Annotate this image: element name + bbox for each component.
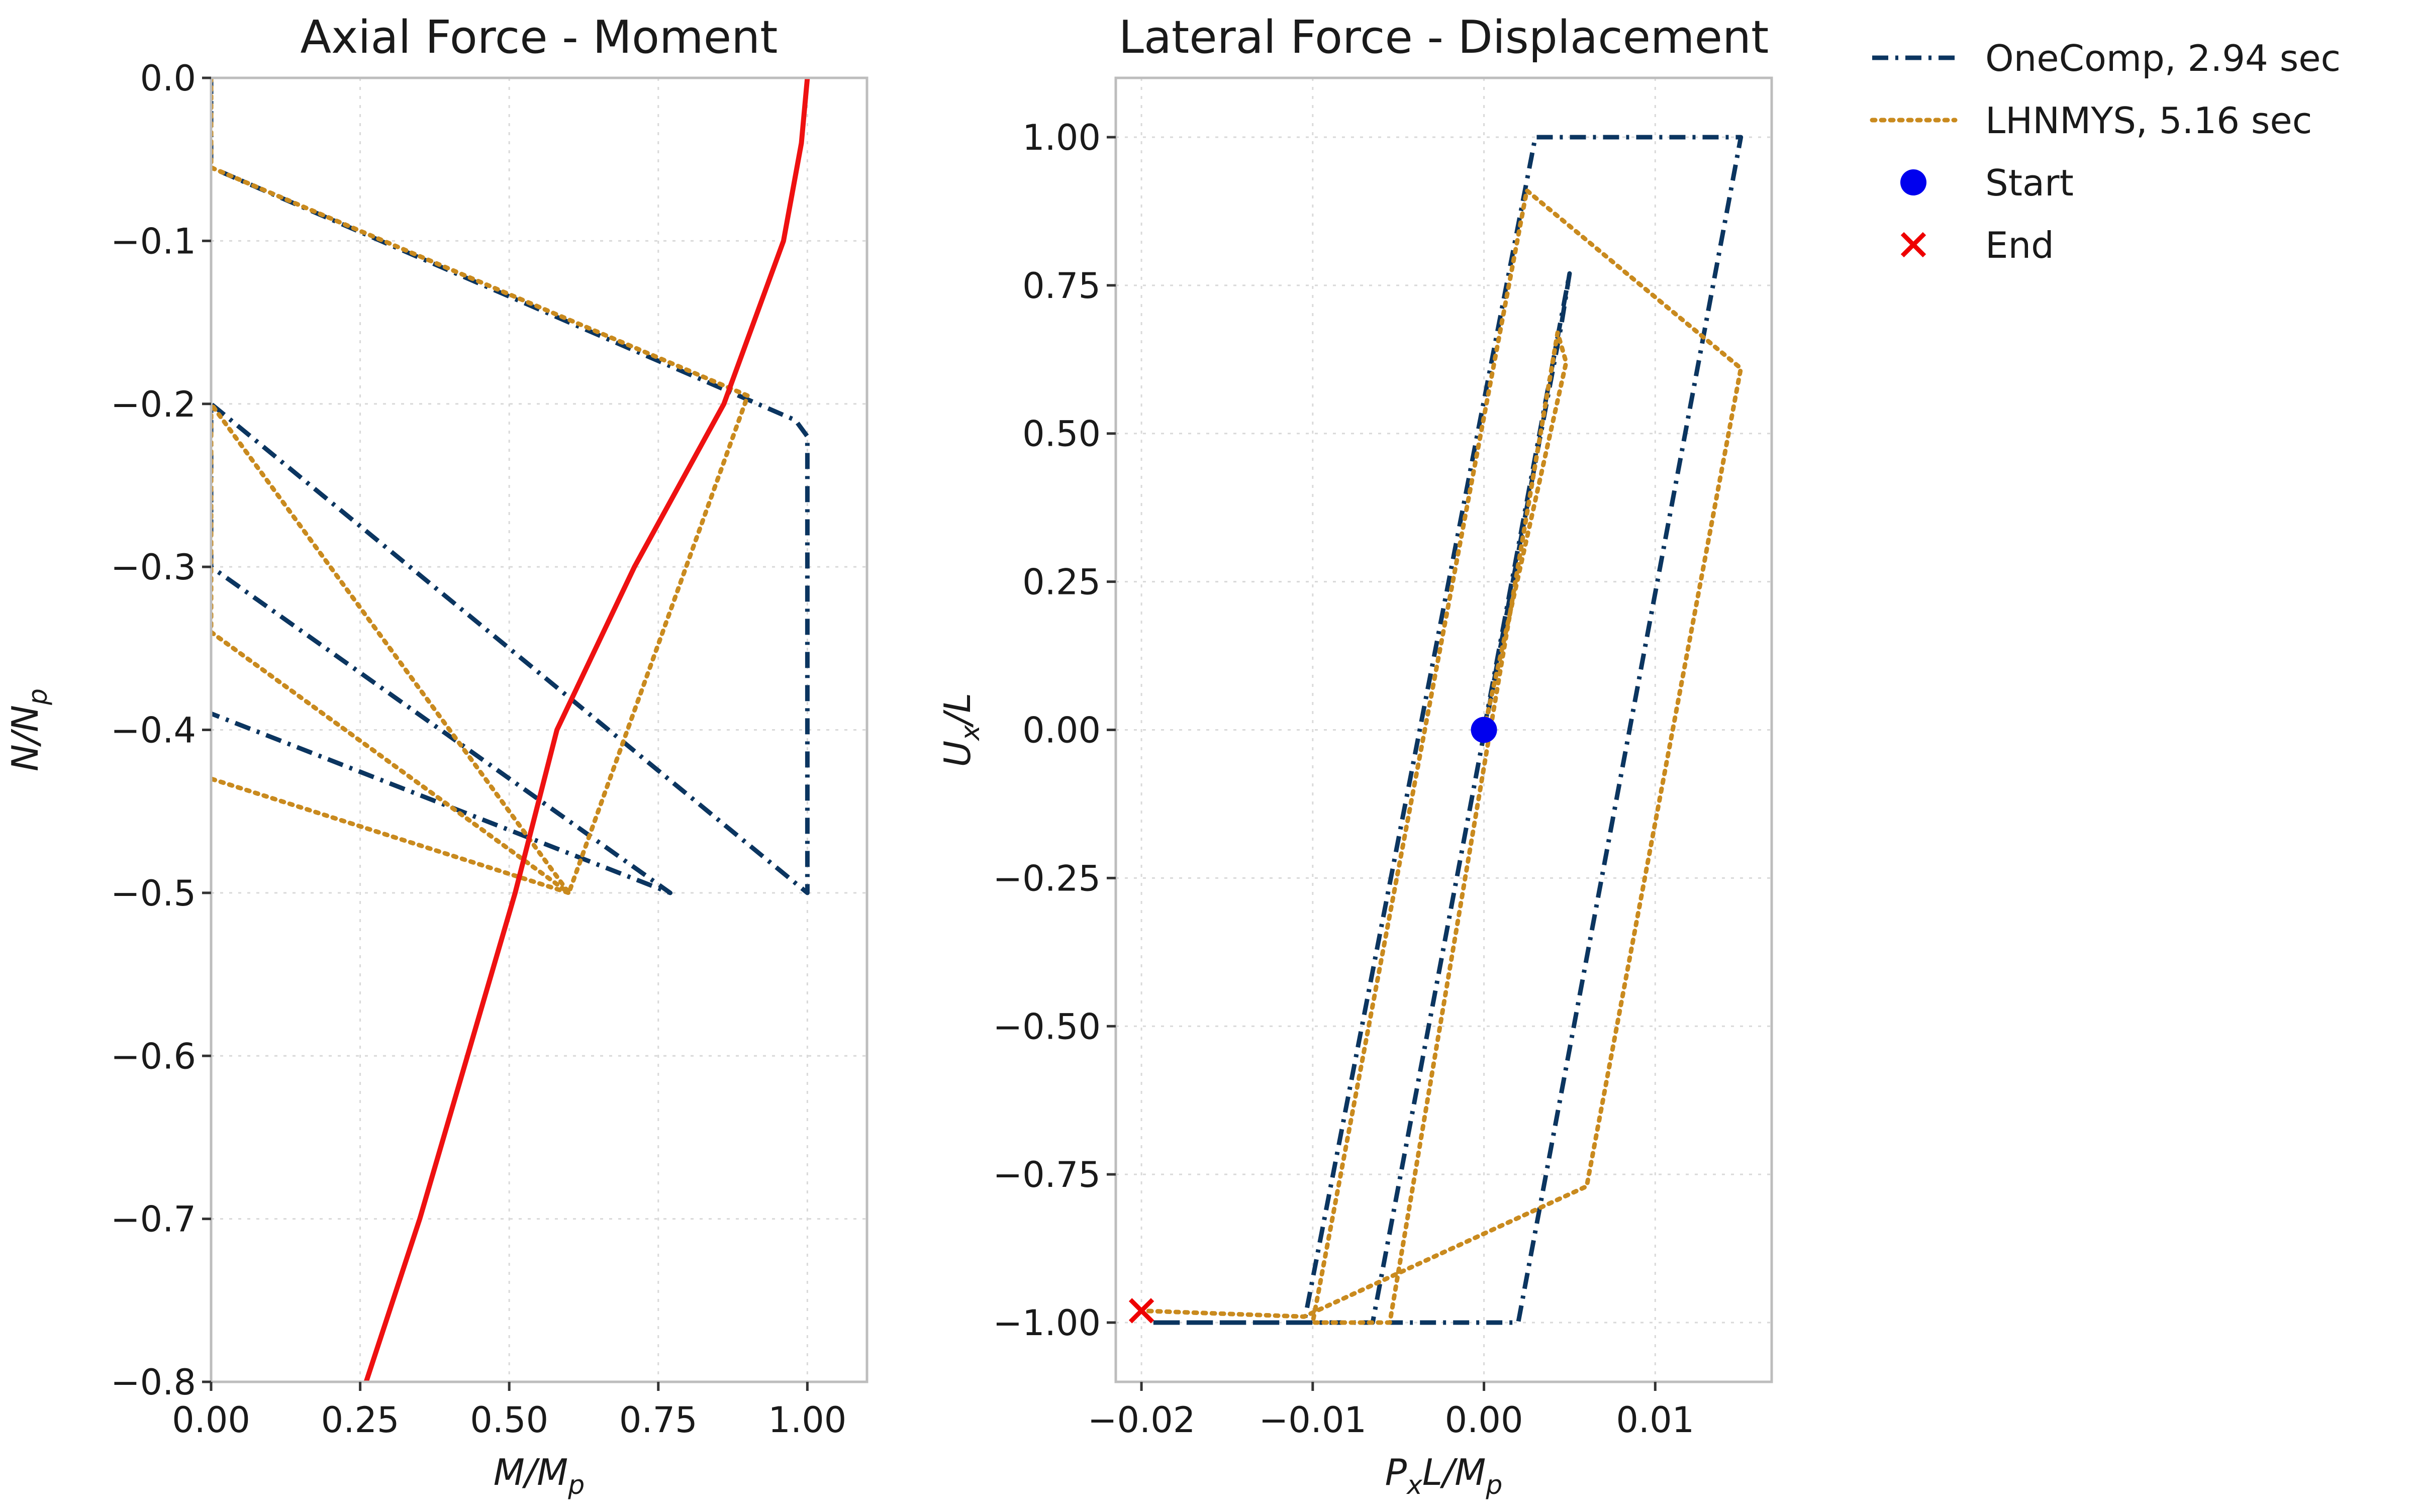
x-axis-label-p: P [1385,1451,1407,1493]
x-tick-label: 0.00 [172,1399,250,1441]
y-axis-label-rest: /L [936,693,979,728]
series-line-onecomp [1147,135,1744,1325]
x-axis-label-sub-p: p [1485,1470,1502,1500]
tick-group: −0.02 −0.01 0.00 0.01 1.00 0.75 0.50 0.25 0.00 −0… [993,117,1694,1441]
legend-item-lhnmys: LHNMYS, 5.16 sec [1870,99,2312,142]
y-tick-label: 0.25 [1022,562,1101,603]
legend-label: End [1985,224,2054,266]
y-tick-label: −0.25 [993,858,1101,899]
y-tick-label: −0.8 [111,1362,196,1403]
legend-label: Start [1985,162,2074,204]
x-axis-label-sub-x: x [1406,1470,1423,1500]
x-tick-label: 0.50 [470,1399,548,1441]
x-tick-label: 0.25 [321,1399,400,1441]
y-axis-label-sub: p [23,688,53,705]
y-tick-label: −0.3 [111,547,196,588]
axial-force-moment-chart: Axial Force - Moment 0.00 0.25 0.50 0.75 1.0… [4,11,868,1500]
grid-lines [210,77,867,1383]
y-tick-label: 0.75 [1022,265,1101,307]
y-tick-label: −0.1 [111,221,196,262]
x-tick-label: 1.00 [768,1399,846,1441]
y-tick-label: 0.0 [140,58,196,99]
x-axis-label: PxL/Mp [1385,1451,1503,1500]
legend-swatch [1900,169,1926,195]
x-tick-label: −0.01 [1259,1399,1367,1441]
tick-group: 0.00 0.25 0.50 0.75 1.00 0.0 −0.1 −0.2 −0.3 −0.4 −… [111,58,846,1441]
series-line-lhnmys [211,78,750,895]
y-tick-label: −0.5 [111,873,196,914]
x-axis-label-mid: L/M [1422,1451,1486,1493]
y-tick-label: −0.50 [993,1006,1101,1047]
x-tick-label: 0.01 [1616,1399,1694,1441]
x-axis-label-main: M/M [494,1451,568,1493]
y-axis-label-sub-x: x [955,725,986,742]
legend-item-end: End [1900,224,2054,266]
legend: OneComp, 2.94 sec LHNMYS, 5.16 sec Start En… [1870,37,2341,266]
x-tick-label: 0.00 [1445,1399,1523,1441]
x-tick-label: −0.02 [1088,1399,1196,1441]
chart-title-lateral-force-displacement: Lateral Force - Displacement [1119,11,1769,64]
x-tick-label: 0.75 [619,1399,698,1441]
y-tick-label: 0.50 [1022,414,1101,455]
series-group [211,78,810,1382]
y-tick-label: −0.2 [111,384,196,425]
y-tick-label: 1.00 [1022,117,1101,158]
y-tick-label: −0.6 [111,1036,196,1077]
y-tick-label: −0.4 [111,710,196,751]
end-marker [1128,1298,1154,1324]
legend-label: OneComp, 2.94 sec [1985,37,2341,79]
legend-item-start: Start [1900,162,2074,204]
legend-item-onecomp: OneComp, 2.94 sec [1872,37,2341,79]
legend-label: LHNMYS, 5.16 sec [1985,99,2312,142]
start-marker [1471,717,1497,743]
y-tick-label: −1.00 [993,1302,1101,1344]
x-axis-label: M/Mp [494,1451,585,1500]
legend-swatch [1900,232,1926,258]
series-line-interaction-curve [363,78,810,1382]
y-axis-label: Ux/L [936,693,986,767]
y-tick-label: −0.7 [111,1199,196,1240]
y-axis-label-main: N/N [4,705,46,771]
y-axis-label-u: U [936,741,979,767]
y-tick-label: −0.75 [993,1154,1101,1195]
lateral-force-displacement-chart: Lateral Force - Displacement −0.02 −0.01 0… [936,11,1773,1500]
y-axis-label: N/Np [4,688,53,771]
chart-title-axial-force-moment: Axial Force - Moment [301,11,778,64]
series-group [1139,135,1744,1325]
series-line-lhnmys [1139,188,1744,1325]
x-axis-label-sub: p [567,1470,585,1500]
y-tick-label: 0.00 [1022,710,1101,751]
